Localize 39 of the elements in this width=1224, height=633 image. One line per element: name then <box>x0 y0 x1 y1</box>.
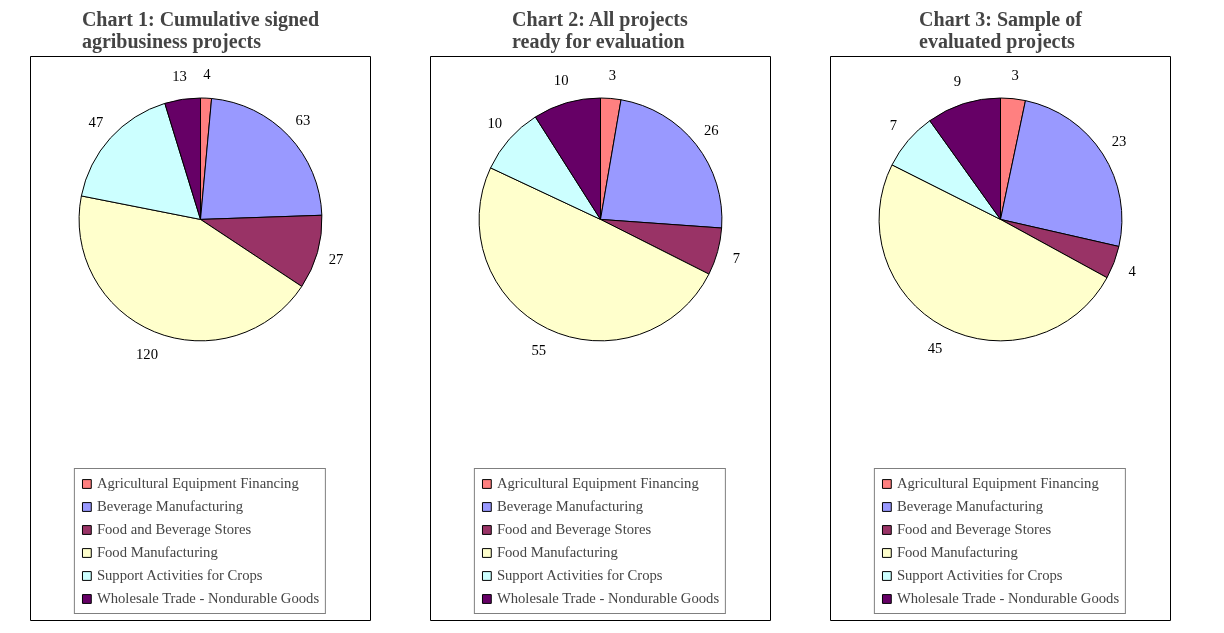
data-label: 55 <box>531 342 547 359</box>
data-label: 4 <box>1128 262 1137 279</box>
data-label: 9 <box>953 73 962 90</box>
data-label: 7 <box>732 250 740 267</box>
data-label: 63 <box>295 111 311 128</box>
legend-label: Food Manufacturing <box>496 544 618 561</box>
data-label: 10 <box>487 115 503 132</box>
data-label: 47 <box>88 114 104 131</box>
legend-label: Beverage Manufacturing <box>496 498 643 515</box>
chart-title: Chart 1: Cumulative signed agribusiness projects <box>81 7 320 53</box>
legend-label: Food Manufacturing <box>96 544 218 561</box>
data-label: 27 <box>328 250 344 267</box>
legend-label: Wholesale Trade - Nondurable Goods <box>896 590 1120 607</box>
legend-label: Beverage Manufacturing <box>896 498 1043 515</box>
chart-title: Chart 3: Sample of evaluated projects <box>919 7 1083 53</box>
data-label: 45 <box>927 340 943 357</box>
legend-label: Wholesale Trade - Nondurable Goods <box>496 590 720 607</box>
data-label: 23 <box>1111 133 1127 150</box>
data-label: 13 <box>172 67 187 84</box>
legend-label: Agricultural Equipment Financing <box>96 475 299 492</box>
legend-label: Food Manufacturing <box>896 544 1018 561</box>
legend-label: Food and Beverage Stores <box>896 521 1052 538</box>
data-label: 7 <box>889 116 898 133</box>
legend-label: Support Activities for Crops <box>896 567 1063 584</box>
data-label: 3 <box>1011 66 1019 83</box>
data-label: 4 <box>203 66 212 83</box>
legend-label: Food and Beverage Stores <box>496 521 652 538</box>
legend-label: Food and Beverage Stores <box>96 521 252 538</box>
chart-title: Chart 2: All projects ready for evaluation <box>512 7 689 53</box>
legend-label: Wholesale Trade - Nondurable Goods <box>96 590 320 607</box>
data-label: 10 <box>553 71 569 88</box>
legend-label: Agricultural Equipment Financing <box>896 475 1099 492</box>
legend-label: Support Activities for Crops <box>496 567 663 584</box>
legend-label: Support Activities for Crops <box>96 567 263 584</box>
data-label: 26 <box>704 121 719 138</box>
data-label: 3 <box>608 66 617 83</box>
legend-label: Beverage Manufacturing <box>96 498 243 515</box>
legend-label: Agricultural Equipment Financing <box>496 475 699 492</box>
data-label: 120 <box>135 345 158 362</box>
